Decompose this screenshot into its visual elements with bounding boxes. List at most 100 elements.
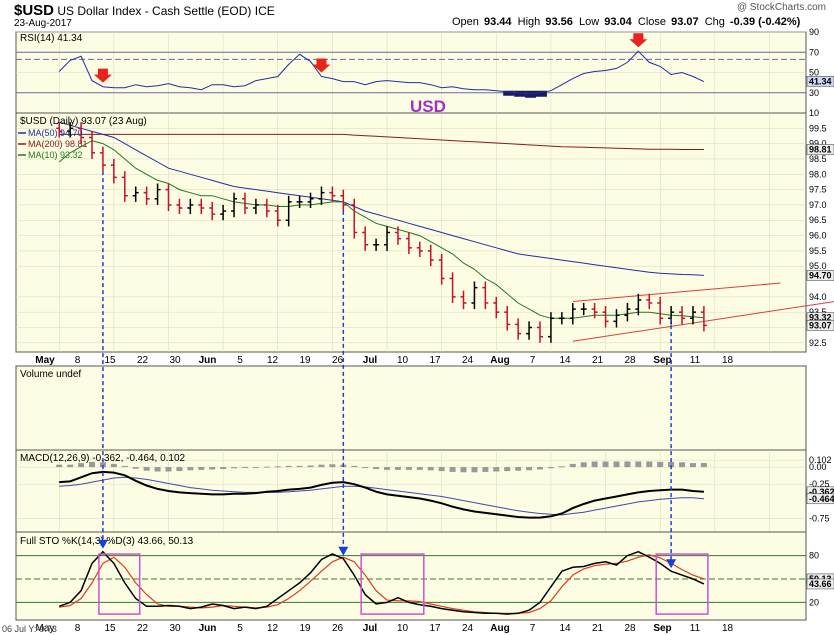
price-bar bbox=[165, 183, 172, 212]
macd-hist-bar bbox=[547, 467, 554, 469]
x-tick-label: 26 bbox=[332, 355, 344, 366]
macd-hist-bar bbox=[493, 467, 500, 472]
price-bar bbox=[362, 226, 369, 251]
x-tick-label-bottom: 8 bbox=[75, 623, 81, 634]
price-tick-label: 97.5 bbox=[809, 185, 827, 195]
rsi-line bbox=[58, 50, 705, 95]
macd-hist-bar bbox=[679, 462, 686, 468]
x-tick-label-bottom: 17 bbox=[429, 623, 441, 634]
macd-signal-line bbox=[59, 476, 704, 516]
x-tick-label: 22 bbox=[137, 355, 149, 366]
usd-annotation: USD bbox=[410, 97, 446, 116]
price-bar bbox=[373, 238, 380, 251]
price-bar bbox=[296, 195, 303, 208]
price-bar bbox=[547, 312, 554, 343]
price-bar bbox=[340, 189, 347, 212]
price-bar bbox=[110, 158, 117, 184]
rsi-tick-label: 70 bbox=[809, 47, 819, 57]
price-bar bbox=[624, 302, 631, 322]
macd-hist-bar bbox=[56, 464, 63, 468]
macd-hist-bar bbox=[427, 467, 434, 471]
magenta-box-1 bbox=[360, 553, 425, 615]
x-tick-label: 17 bbox=[429, 355, 441, 366]
price-bar bbox=[537, 321, 543, 343]
x-tick-label: 10 bbox=[397, 355, 409, 366]
macd-hist-bar bbox=[657, 461, 664, 468]
price-level: 93.07 bbox=[806, 320, 834, 331]
macd-hist-bar bbox=[67, 464, 74, 468]
macd-hist-bar bbox=[635, 461, 642, 468]
x-tick-label-bottom: 12 bbox=[267, 623, 279, 634]
macd-tick-label: 0.102 bbox=[809, 455, 832, 465]
red-down-arrow-may bbox=[93, 68, 112, 83]
price-bar bbox=[493, 296, 500, 319]
x-tick-label-bottom: 30 bbox=[169, 623, 181, 634]
legend-entry: MA(200) 98.81 bbox=[28, 139, 88, 149]
price-bar bbox=[89, 131, 95, 159]
red-down-arrow-jun bbox=[312, 58, 331, 73]
macd-hist-bar bbox=[154, 467, 161, 472]
price-bar bbox=[187, 198, 194, 215]
price-bar bbox=[394, 226, 401, 245]
ohlc-readout: Open 93.44 High 93.56 Low 93.04 Close 93… bbox=[452, 16, 800, 28]
price-bar bbox=[99, 146, 106, 172]
price-bar bbox=[569, 302, 576, 325]
status-readout: 06 Jul Y:-9.73 bbox=[2, 624, 57, 634]
price-bar bbox=[438, 253, 445, 285]
x-tick-label-bottom: 21 bbox=[592, 623, 604, 634]
price-level-text: 94.70 bbox=[809, 270, 832, 280]
x-tick-label-bottom: Sep bbox=[653, 623, 671, 634]
macd-hist-bar bbox=[110, 463, 117, 468]
rsi-level-text: 41.34 bbox=[809, 76, 832, 86]
price-bar bbox=[449, 272, 456, 303]
macd-hist-bar bbox=[373, 467, 380, 470]
macd-hist-bar bbox=[526, 467, 533, 471]
price-bar bbox=[700, 306, 707, 332]
price-tick-label: 92.5 bbox=[809, 338, 827, 348]
macd-hist-bar bbox=[558, 466, 565, 468]
macd-hist-bar bbox=[285, 465, 292, 468]
x-tick-label-bottom: 10 bbox=[397, 623, 409, 634]
macd-hist-bar bbox=[569, 463, 576, 468]
x-tick-label-bottom: 11 bbox=[690, 623, 701, 634]
price-level: 98.81 bbox=[806, 144, 834, 155]
low-label: Low bbox=[578, 16, 600, 28]
legend-entry: MA(10) 93.32 bbox=[28, 150, 83, 160]
sto-k-line bbox=[58, 550, 705, 615]
x-tick-label: 19 bbox=[299, 355, 311, 366]
watermark: @ StockCharts.com bbox=[736, 2, 826, 13]
price-bar bbox=[252, 198, 259, 215]
x-tick-label: 5 bbox=[237, 355, 243, 366]
x-tick-label-bottom: 18 bbox=[722, 623, 734, 634]
macd-hist-bar bbox=[515, 467, 522, 471]
macd-hist-bar bbox=[274, 466, 281, 468]
channel-upper-line bbox=[572, 282, 781, 302]
x-tick-label-bottom: 26 bbox=[332, 623, 344, 634]
open-value: 93.44 bbox=[483, 16, 512, 28]
x-tick-label-bottom: Jun bbox=[199, 623, 217, 634]
macd-hist-bar bbox=[602, 461, 609, 468]
x-tick-label: May bbox=[35, 355, 55, 366]
macd-tick-label: 0.00 bbox=[809, 462, 827, 472]
price-bar bbox=[209, 201, 216, 221]
price-bar bbox=[657, 296, 664, 325]
chart-date: 23-Aug-2017 bbox=[14, 18, 72, 29]
price-bar bbox=[56, 122, 63, 138]
legend-entry: MA(50) 94.70 bbox=[28, 128, 83, 138]
price-bar bbox=[482, 281, 489, 310]
x-tick-label: 15 bbox=[104, 355, 116, 366]
exchange: ICE bbox=[254, 4, 275, 18]
sto-tick-label: 80 bbox=[809, 551, 819, 561]
macd-hist-bar bbox=[318, 464, 325, 468]
macd-level-text: -0.362 bbox=[809, 487, 834, 497]
macd-hist-bar bbox=[132, 467, 139, 469]
x-tick-label-bottom: 7 bbox=[530, 623, 536, 634]
price-bar bbox=[132, 186, 139, 202]
price-bar bbox=[220, 204, 227, 221]
x-tick-label-bottom: 5 bbox=[237, 623, 243, 634]
x-tick-label: 24 bbox=[462, 355, 474, 366]
macd-hist-bar bbox=[231, 467, 238, 469]
rsi-oversold-fill bbox=[525, 90, 536, 98]
blue-arrowhead-jun bbox=[338, 546, 349, 556]
